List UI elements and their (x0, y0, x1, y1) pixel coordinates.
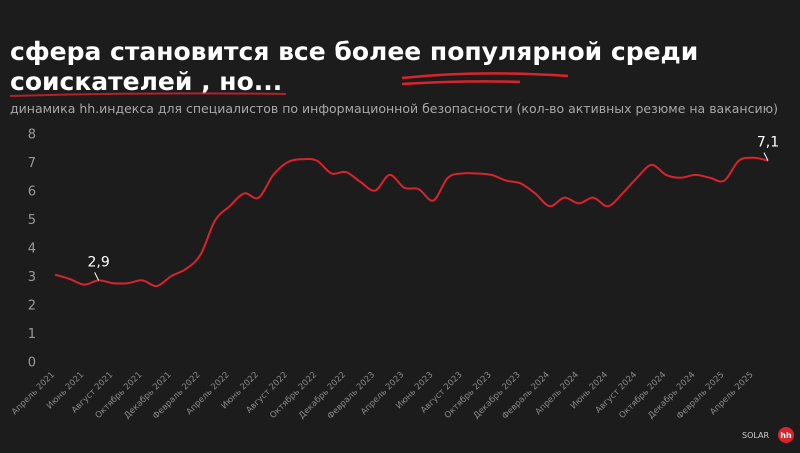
y-tick-label: 3 (28, 270, 36, 285)
y-tick-label: 5 (28, 213, 36, 228)
logo-hh: hh (780, 431, 792, 440)
title-line: сфера становится все более популярной ср… (10, 37, 698, 66)
y-tick-label: 4 (28, 242, 36, 257)
label-leader (763, 152, 769, 161)
value-label: 7,1 (757, 135, 779, 151)
logo-hh-badge (778, 427, 794, 443)
subtitle: динамика hh.индекса для специалистов по … (10, 101, 778, 116)
y-tick-label: 6 (28, 185, 36, 200)
data-line (54, 156, 769, 288)
value-label: 2,9 (88, 254, 110, 270)
y-tick-label: 0 (28, 356, 36, 371)
y-tick-label: 7 (28, 156, 36, 171)
logo-solar: SOLAR (742, 431, 769, 440)
y-tick-label: 2 (28, 299, 36, 314)
title-line: соискателей , но... (10, 67, 282, 96)
underline-decoration (9, 92, 287, 97)
y-tick-label: 1 (28, 327, 36, 342)
y-tick-label: 8 (28, 128, 36, 143)
label-leader (94, 272, 100, 281)
underline-decoration (401, 72, 569, 86)
